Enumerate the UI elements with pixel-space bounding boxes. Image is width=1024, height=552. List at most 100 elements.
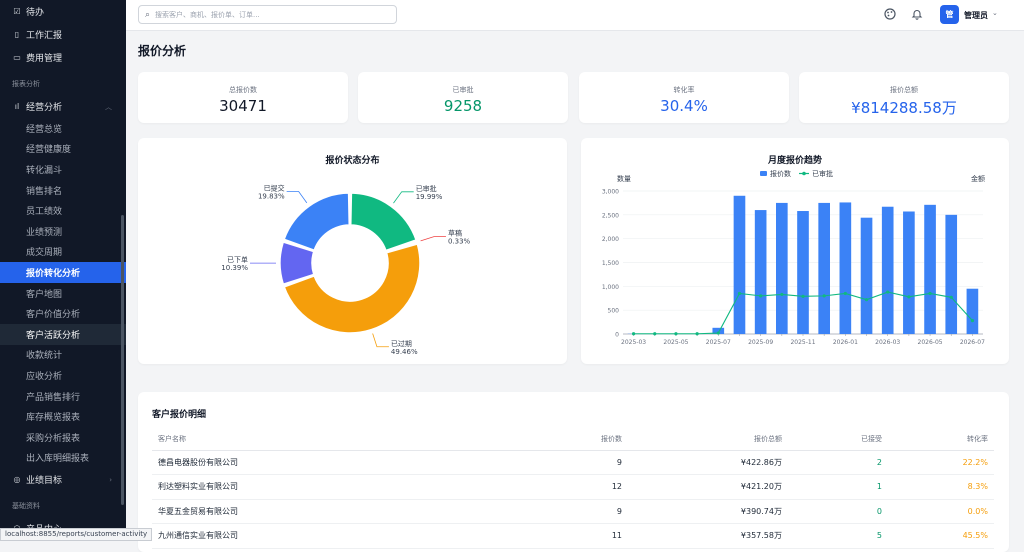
- donut-slice[interactable]: [284, 193, 349, 250]
- check-square-icon: ☑: [12, 7, 22, 16]
- sidebar-group-goals[interactable]: ◎业绩目标›: [0, 468, 126, 491]
- sidebar-subitem[interactable]: 业绩预测: [0, 221, 126, 242]
- col-conversion[interactable]: 转化率: [882, 428, 994, 450]
- bar-mark[interactable]: [967, 289, 979, 334]
- x-tick-label: 2026-07: [960, 339, 985, 346]
- col-accepted[interactable]: 已接受: [782, 428, 882, 450]
- y-tick-label: 3,000: [602, 189, 619, 196]
- sidebar-item[interactable]: ☑ 待办: [0, 0, 126, 23]
- line-point[interactable]: [632, 332, 635, 335]
- search-input[interactable]: ⌕ 搜索客户、商机、报价单、订单...: [138, 5, 397, 24]
- donut-leader-line: [393, 192, 413, 203]
- bar-mark[interactable]: [924, 205, 936, 334]
- stat-label: 报价总额: [799, 85, 1009, 95]
- sidebar-item-label: 工作汇报: [26, 28, 62, 41]
- sidebar-subitem[interactable]: 转化漏斗: [0, 159, 126, 180]
- line-point[interactable]: [674, 332, 677, 335]
- donut-label: 已提交: [264, 184, 285, 193]
- line-point[interactable]: [971, 319, 974, 322]
- avatar[interactable]: 管: [940, 5, 959, 24]
- line-point[interactable]: [907, 295, 910, 298]
- sidebar-subitem[interactable]: 员工绩效: [0, 200, 126, 221]
- cell-quote-count: 11: [482, 524, 622, 549]
- sidebar-item[interactable]: ▭费用管理: [0, 46, 126, 69]
- sidebar-item-label: 待办: [26, 5, 44, 18]
- stat-value: 9258: [358, 97, 568, 115]
- bar-mark[interactable]: [734, 196, 746, 334]
- bar-mark[interactable]: [818, 203, 830, 334]
- sidebar-subitem[interactable]: 库存概览报表: [0, 406, 126, 427]
- stat-label: 转化率: [579, 85, 789, 95]
- donut-label: 草稿: [448, 229, 462, 238]
- cell-quote-count: 12: [482, 475, 622, 500]
- line-point[interactable]: [844, 292, 847, 295]
- donut-pct-label: 10.39%: [221, 264, 248, 272]
- bar-mark[interactable]: [797, 211, 809, 334]
- sidebar-subitem[interactable]: 报价转化分析: [0, 262, 126, 283]
- x-tick-label: 2026-03: [875, 339, 900, 346]
- sidebar-subitem[interactable]: 采购分析报表: [0, 427, 126, 448]
- donut-label: 已过期: [391, 339, 412, 348]
- bar-mark[interactable]: [840, 202, 852, 334]
- stat-card-amount: 报价总额 ¥814288.58万: [799, 72, 1009, 123]
- sidebar-subitem[interactable]: 产品销售排行: [0, 386, 126, 407]
- chevron-down-icon[interactable]: ⌄: [992, 9, 998, 17]
- sidebar-scrollbar[interactable]: [121, 215, 124, 505]
- x-tick-label: 2026-05: [918, 339, 943, 346]
- line-point[interactable]: [801, 295, 804, 298]
- line-point[interactable]: [738, 292, 741, 295]
- sidebar-subitem[interactable]: 成交周期: [0, 242, 126, 263]
- stat-card-conversion: 转化率 30.4%: [579, 72, 789, 123]
- sidebar-subitem[interactable]: 客户活跃分析: [0, 324, 126, 345]
- line-point[interactable]: [823, 294, 826, 297]
- legend-label: 报价数: [770, 169, 791, 178]
- line-point[interactable]: [865, 298, 868, 301]
- sidebar-item[interactable]: ▯工作汇报: [0, 23, 126, 46]
- sidebar-subitem[interactable]: 收款统计: [0, 345, 126, 366]
- sidebar-subitem[interactable]: 客户地图: [0, 283, 126, 304]
- col-quote-amount[interactable]: 报价总额: [622, 428, 782, 450]
- y-tick-label: 0: [615, 332, 619, 339]
- bar-mark[interactable]: [882, 207, 894, 334]
- sidebar-subitem[interactable]: 经营总览: [0, 118, 126, 139]
- bar-mark[interactable]: [861, 218, 873, 334]
- col-customer[interactable]: 客户名称: [152, 428, 482, 450]
- line-point[interactable]: [928, 292, 931, 295]
- table-title: 客户报价明细: [152, 407, 206, 420]
- bar-mark[interactable]: [755, 210, 767, 334]
- line-point[interactable]: [653, 332, 656, 335]
- sidebar-subitem[interactable]: 出入库明细报表: [0, 448, 126, 469]
- sidebar-subitem[interactable]: 客户价值分析: [0, 303, 126, 324]
- bar-mark[interactable]: [776, 203, 788, 334]
- donut-leader-line: [287, 192, 307, 203]
- sidebar-item-label: 费用管理: [26, 51, 62, 64]
- monthly-trend-chart: 报价数已审批数量金额05001,0001,5002,0002,5003,0002…: [581, 138, 1009, 364]
- line-point[interactable]: [717, 331, 720, 334]
- donut-slice[interactable]: [351, 193, 416, 251]
- palette-icon[interactable]: [884, 8, 896, 23]
- user-name[interactable]: 管理员: [964, 10, 988, 21]
- cell-quote-amount: ¥422.86万: [622, 450, 782, 475]
- bar-mark[interactable]: [903, 211, 915, 334]
- bell-icon[interactable]: [911, 8, 923, 23]
- sidebar-section-label: 基础资料: [0, 495, 126, 517]
- sidebar-subitem[interactable]: 销售排名: [0, 180, 126, 201]
- legend-marker: [802, 172, 806, 176]
- line-point[interactable]: [696, 332, 699, 335]
- line-point[interactable]: [886, 290, 889, 293]
- bar-mark[interactable]: [945, 215, 957, 334]
- line-point[interactable]: [780, 293, 783, 296]
- sidebar-subitem[interactable]: 应收分析: [0, 365, 126, 386]
- line-point[interactable]: [950, 296, 953, 299]
- col-quote-count[interactable]: 报价数: [482, 428, 622, 450]
- sidebar-subitem[interactable]: 经营健康度: [0, 139, 126, 160]
- line-point[interactable]: [759, 294, 762, 297]
